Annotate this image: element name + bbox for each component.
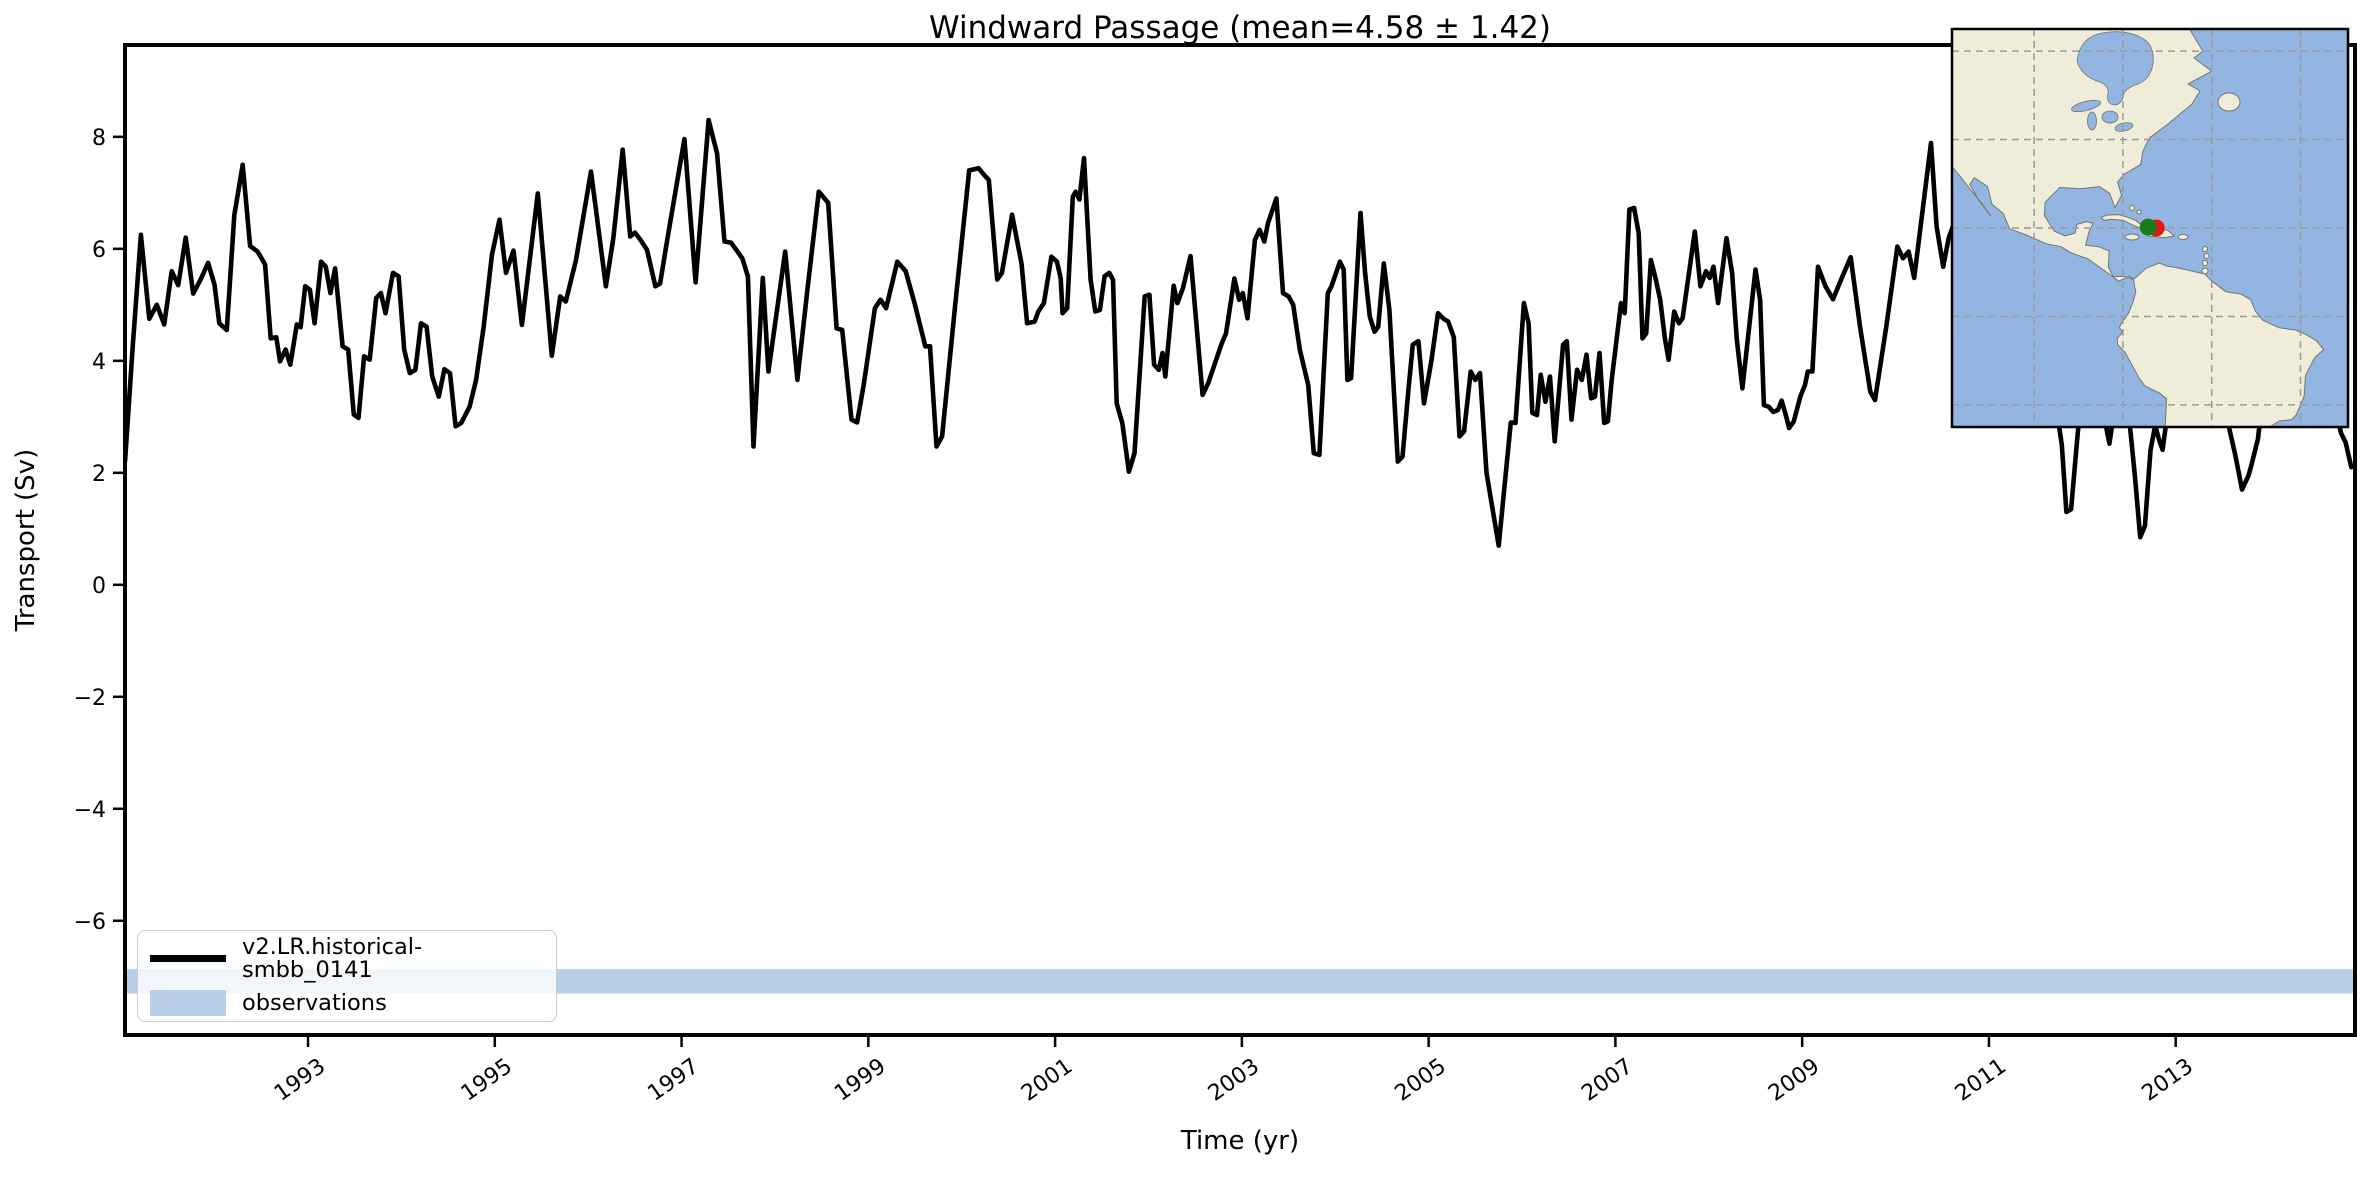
x-axis-label: Time (yr) — [1180, 1126, 1300, 1156]
x-tick-label: 1995 — [457, 1054, 517, 1107]
lake-superior — [2071, 99, 2101, 113]
x-tick-label: 1993 — [270, 1054, 330, 1107]
lesser-antilles — [2202, 260, 2208, 266]
x-tick-label: 2005 — [1391, 1054, 1451, 1107]
lake-erie-ontario — [2114, 122, 2134, 132]
model-section-marker — [2139, 218, 2157, 236]
lesser-antilles — [2202, 246, 2208, 252]
legend: v2.LR.historical-smbb_0141 observations — [137, 930, 557, 1022]
legend-item-observations: observations — [150, 990, 544, 1016]
x-tick-label: 2003 — [1204, 1054, 1264, 1107]
x-tick-label: 2009 — [1764, 1054, 1824, 1107]
x-tick-label: 1999 — [830, 1054, 890, 1107]
y-tick-label: 8 — [92, 126, 106, 151]
lesser-antilles — [2203, 253, 2210, 259]
y-tick-label: −2 — [74, 686, 106, 711]
y-axis-ticks: −6 −4 −2 0 2 4 6 8 — [74, 126, 125, 935]
island-puerto-rico — [2177, 234, 2189, 240]
y-tick-label: 2 — [92, 462, 106, 487]
land-north-america — [1952, 29, 2213, 282]
y-tick-label: −6 — [74, 910, 106, 935]
y-tick-label: 4 — [92, 350, 106, 375]
legend-label-model: v2.LR.historical-smbb_0141 — [242, 934, 423, 983]
x-axis-ticks: 1993 1995 1997 1999 2001 2003 2005 2007 2009 2011… — [270, 1035, 2198, 1106]
legend-patch-sample — [150, 990, 226, 1016]
series-line — [125, 117, 2354, 548]
bahamas — [2136, 209, 2142, 215]
legend-line-sample — [150, 955, 226, 962]
y-tick-label: 0 — [92, 574, 106, 599]
bahamas — [2129, 205, 2135, 211]
x-tick-label: 2011 — [1951, 1054, 2011, 1107]
map-graticule — [1952, 29, 2348, 427]
y-tick-label: 6 — [92, 238, 106, 263]
plot-border — [123, 43, 2357, 1037]
y-tick-label: −4 — [74, 798, 106, 823]
island-newfoundland — [2217, 92, 2241, 112]
island-jamaica — [2124, 233, 2140, 241]
x-tick-label: 2007 — [1577, 1054, 1637, 1107]
x-tick-label: 2013 — [2138, 1054, 2198, 1107]
x-tick-label: 1997 — [644, 1054, 704, 1107]
inset-map-border — [1950, 27, 2350, 429]
lake-michigan — [2087, 111, 2097, 131]
x-tick-label: 2001 — [1017, 1054, 1077, 1107]
legend-item-model: v2.LR.historical-smbb_0141 — [150, 936, 544, 981]
lake-huron — [2101, 110, 2119, 124]
chart-title: Windward Passage (mean=4.58 ± 1.42) — [929, 10, 1551, 46]
model-series-polyline — [125, 117, 2354, 548]
map-markers — [2139, 218, 2165, 237]
legend-label-observations: observations — [242, 989, 387, 1016]
inset-map — [1952, 29, 2348, 427]
